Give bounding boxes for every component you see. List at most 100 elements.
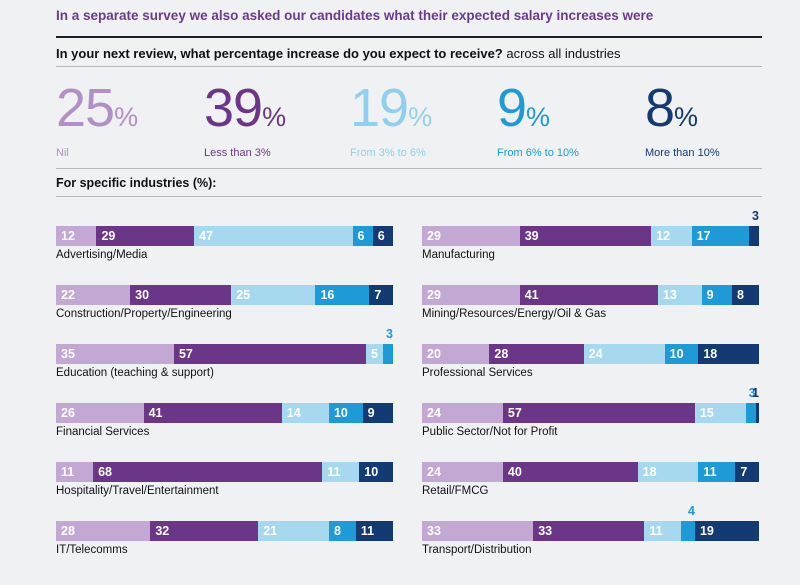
bar-segment: 3 <box>748 209 759 246</box>
bar-segment: 11 <box>698 462 736 482</box>
bar-value-label: 35 <box>61 347 75 361</box>
bar-value-label: 22 <box>61 288 75 302</box>
summary-item: 39% Less than 3% <box>204 78 286 159</box>
bar-value-label: 6 <box>357 229 365 243</box>
bar-segment: 8 <box>732 285 759 305</box>
summary-unit: % <box>526 102 550 132</box>
bar-segment: 12 <box>56 226 97 246</box>
divider-summary <box>56 168 762 169</box>
bar-value-label: 41 <box>148 406 163 420</box>
bar-value-label: 18 <box>642 465 657 479</box>
bar-segment: 57 <box>173 344 367 364</box>
bar-value-label: 24 <box>427 406 441 420</box>
bar-segment: 17 <box>691 226 749 246</box>
industry-bar: 28 32 21 8 11 <box>56 521 393 541</box>
bar-segment: 11 <box>644 521 682 541</box>
bar-segment: 30 <box>130 285 232 305</box>
bar-segment: 24 <box>583 344 665 364</box>
summary-item: 25% Nil <box>56 78 138 159</box>
bar-segment: 6 <box>352 226 373 246</box>
bar-segment: 16 <box>315 285 370 305</box>
bar-segment: 68 <box>93 462 323 482</box>
industry-bar: 26 41 14 10 9 <box>56 403 393 423</box>
bar-value-label: 5 <box>371 347 378 361</box>
bar-segment: 39 <box>519 226 652 246</box>
bar-segment: 11 <box>322 462 360 482</box>
bar-segment: 33 <box>533 521 645 541</box>
bar-value-label: 3 <box>748 386 756 400</box>
bar-value-label: 9 <box>706 288 714 302</box>
divider-industries <box>56 196 762 197</box>
bar-value-label: 57 <box>178 347 193 361</box>
bar-segment: 25 <box>231 285 316 305</box>
bar-value-label: 32 <box>155 524 170 538</box>
summary-number: 8 <box>645 78 675 138</box>
summary-item: 19% From 3% to 6% <box>350 78 432 159</box>
bar-segment: 11 <box>355 521 393 541</box>
bar-value-label: 11 <box>703 465 717 479</box>
bar-value-label: 17 <box>696 229 711 243</box>
industry-bar: 12 29 47 6 6 <box>56 226 393 246</box>
bar-value-label: 1 <box>752 386 759 400</box>
bar-value-label: 10 <box>669 347 684 361</box>
summary-label: Nil <box>56 147 69 159</box>
bar-segment: 26 <box>56 403 144 423</box>
divider-top <box>56 36 762 38</box>
bar-value-label: 40 <box>507 465 522 479</box>
industry-label: Construction/Property/Engineering <box>56 308 232 320</box>
bar-value-label: 11 <box>649 524 663 538</box>
bar-value-label: 18 <box>703 347 718 361</box>
industry-label: Manufacturing <box>422 249 495 261</box>
bar-value-label: 57 <box>507 406 522 420</box>
industry-bar: 22 30 25 16 7 <box>56 285 393 305</box>
bar-value-label: 7 <box>374 288 382 302</box>
bar-segment: 28 <box>56 521 151 541</box>
bar-segment: 15 <box>694 403 746 423</box>
bar-value-label: 13 <box>662 288 677 302</box>
summary-value: 25% <box>56 78 138 147</box>
industry-label: Public Sector/Not for Profit <box>422 426 558 438</box>
industry-bar: 33 33 11 4 19 <box>422 504 759 541</box>
summary-unit: % <box>262 102 286 132</box>
bar-segment: 18 <box>637 462 699 482</box>
bar-segment: 41 <box>519 285 658 305</box>
bar-value-label: 9 <box>367 406 375 420</box>
bar-segment: 40 <box>502 462 638 482</box>
bar-segment: 13 <box>657 285 702 305</box>
bar-segment: 10 <box>359 462 393 482</box>
question-bold: In your next review, what percentage inc… <box>56 46 503 61</box>
bar-segment: 24 <box>422 462 503 482</box>
bar-value-label: 11 <box>327 465 341 479</box>
bar-segment: 10 <box>328 403 363 423</box>
bar-value-label: 33 <box>427 524 441 538</box>
bar-value-label: 11 <box>360 524 375 538</box>
bar-segment: 47 <box>194 226 353 246</box>
industry-label: Retail/FMCG <box>422 485 489 497</box>
bar-value-label: 10 <box>364 465 379 479</box>
bar-value-label: 3 <box>752 209 759 223</box>
bar-segment: 3 <box>382 327 393 364</box>
summary-label: From 6% to 10% <box>497 147 579 159</box>
bar-value-label: 47 <box>199 229 214 243</box>
bar-value-label: 8 <box>737 288 744 302</box>
bar-segment: 11 <box>56 462 94 482</box>
industry-label: IT/Telecomms <box>56 544 128 556</box>
industry-label: Education (teaching & support) <box>56 367 214 379</box>
bar-value-label: 41 <box>524 288 539 302</box>
bar-segment: 7 <box>735 462 759 482</box>
bar-value-label: 26 <box>61 406 75 420</box>
bar-value-label: 28 <box>494 347 509 361</box>
bar-segment: 6 <box>372 226 393 246</box>
bar-value-label: 29 <box>101 229 116 243</box>
industry-bar: 29 41 13 9 8 <box>422 285 759 305</box>
bar-value-label: 7 <box>740 465 748 479</box>
bar-segment: 14 <box>281 403 329 423</box>
industry-bar: 11 68 11 10 <box>56 462 393 482</box>
bar-value-label: 16 <box>320 288 335 302</box>
summary-number: 19 <box>350 78 409 138</box>
bar-value-label: 10 <box>333 406 348 420</box>
bar-value-label: 20 <box>427 347 441 361</box>
bar-segment: 1 <box>752 386 759 423</box>
industry-label: Advertising/Media <box>56 249 148 261</box>
industries-heading: For specific industries (%): <box>56 176 217 190</box>
